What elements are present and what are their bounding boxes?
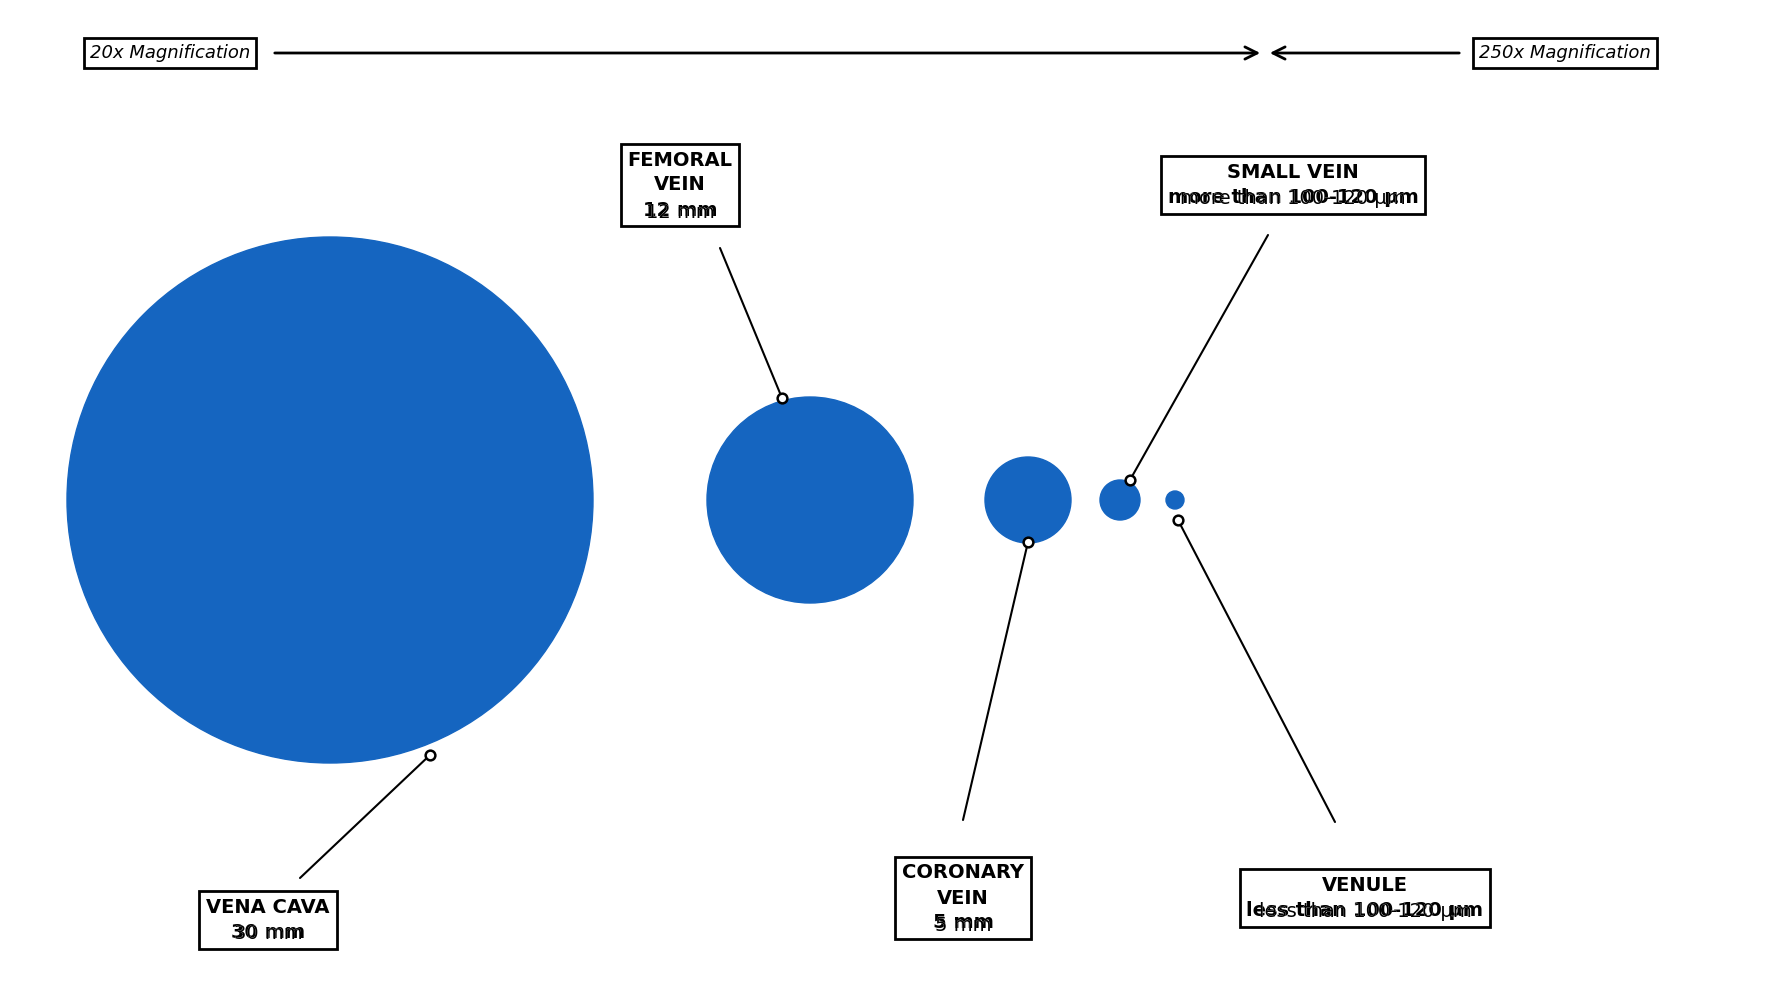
Text: 12 mm: 12 mm xyxy=(645,203,714,222)
Circle shape xyxy=(1100,480,1141,520)
Text: less than 100-120 μm: less than 100-120 μm xyxy=(1258,902,1471,921)
Text: SMALL VEIN
more than 100-120 μm: SMALL VEIN more than 100-120 μm xyxy=(1167,163,1418,207)
Text: 30 mm: 30 mm xyxy=(235,924,302,943)
Text: VENULE
less than 100-120 μm: VENULE less than 100-120 μm xyxy=(1246,876,1484,920)
Text: VENULE
less than 100-120 μm: VENULE less than 100-120 μm xyxy=(1246,876,1484,920)
Circle shape xyxy=(707,397,913,603)
Text: 5 mm: 5 mm xyxy=(935,916,992,935)
Text: 12 mm: 12 mm xyxy=(645,203,714,222)
Text: more than 100-120 μm: more than 100-120 μm xyxy=(1180,189,1406,208)
Text: VENA CAVA
30 mm: VENA CAVA 30 mm xyxy=(206,898,331,942)
Text: 30 mm: 30 mm xyxy=(235,924,302,943)
Circle shape xyxy=(1166,491,1183,509)
Text: 250x Magnification: 250x Magnification xyxy=(1478,44,1651,62)
Text: 5 mm: 5 mm xyxy=(935,916,992,935)
Text: FEMORAL
VEIN
12 mm: FEMORAL VEIN 12 mm xyxy=(627,150,732,220)
Text: CORONARY
VEIN
5 mm: CORONARY VEIN 5 mm xyxy=(903,863,1024,932)
Circle shape xyxy=(984,457,1072,543)
Text: CORONARY
VEIN
5 mm: CORONARY VEIN 5 mm xyxy=(903,863,1024,932)
Text: more than 100-120 μm: more than 100-120 μm xyxy=(1180,189,1406,208)
Text: SMALL VEIN
more than 100-120 μm: SMALL VEIN more than 100-120 μm xyxy=(1167,163,1418,207)
Circle shape xyxy=(68,237,594,763)
Text: 20x Magnification: 20x Magnification xyxy=(91,44,251,62)
Text: VENA CAVA
30 mm: VENA CAVA 30 mm xyxy=(206,898,331,942)
Text: FEMORAL
VEIN
12 mm: FEMORAL VEIN 12 mm xyxy=(627,150,732,220)
Text: less than 100-120 μm: less than 100-120 μm xyxy=(1258,902,1471,921)
